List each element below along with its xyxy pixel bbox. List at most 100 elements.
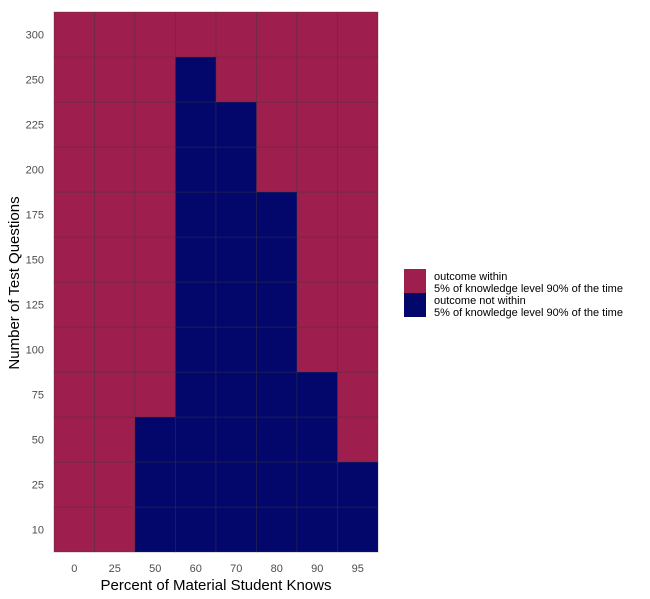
heatmap-cell-95-150 (337, 236, 379, 283)
heatmap-cell-0-75 (53, 371, 95, 418)
heatmap-cell-95-75 (337, 371, 379, 418)
x-tick-label: 90 (311, 563, 323, 575)
heatmap-cell-0-100 (53, 326, 95, 373)
heatmap-cell-90-300 (296, 11, 338, 58)
heatmap-cell-95-300 (337, 11, 379, 58)
x-tick-label: 80 (271, 563, 283, 575)
heatmap-cell-0-200 (53, 146, 95, 193)
heatmap-cell-90-175 (296, 191, 338, 238)
heatmap-cell-25-125 (94, 281, 136, 328)
heatmap-cell-90-225 (296, 101, 338, 148)
heatmap-cell-80-300 (256, 11, 298, 58)
heatmap-cell-25-75 (94, 371, 136, 418)
heatmap-cell-80-250 (256, 56, 298, 103)
heatmap-cell-50-10 (134, 506, 176, 553)
y-tick-label: 25 (32, 480, 44, 492)
x-tick-label: 60 (190, 563, 202, 575)
y-axis-title: Number of Test Questions (6, 196, 23, 369)
x-tick-label: 25 (109, 563, 121, 575)
heatmap-cell-90-25 (296, 461, 338, 508)
heatmap-cell-70-10 (215, 506, 257, 553)
heatmap-cell-90-50 (296, 416, 338, 463)
heatmap-cell-95-100 (337, 326, 379, 373)
heatmap-cell-90-10 (296, 506, 338, 553)
heatmap-cell-25-150 (94, 236, 136, 283)
heatmap-cell-0-150 (53, 236, 95, 283)
y-tick-label: 175 (26, 210, 44, 222)
heatmap-cell-90-250 (296, 56, 338, 103)
heatmap-cell-25-100 (94, 326, 136, 373)
heatmap-cell-70-50 (215, 416, 257, 463)
heatmap-cell-50-250 (134, 56, 176, 103)
heatmap-cell-70-175 (215, 191, 257, 238)
legend: outcome within 5% of knowledge level 90% … (404, 269, 623, 319)
y-tick-label: 150 (26, 255, 44, 267)
heatmap-cell-50-225 (134, 101, 176, 148)
heatmap-cell-70-75 (215, 371, 257, 418)
heatmap-cell-95-25 (337, 461, 379, 508)
y-tick-label: 75 (32, 390, 44, 402)
heatmap-cell-60-75 (175, 371, 217, 418)
legend-label-line2: 5% of knowledge level 90% of the time (434, 307, 623, 319)
heatmap-cell-80-200 (256, 146, 298, 193)
heatmap-cell-60-200 (175, 146, 217, 193)
y-tick-label: 225 (26, 120, 44, 132)
heatmap-cell-0-175 (53, 191, 95, 238)
heatmap-cell-25-250 (94, 56, 136, 103)
legend-label-line1: outcome within (434, 271, 507, 283)
heatmap-cell-60-25 (175, 461, 217, 508)
heatmap-cell-90-125 (296, 281, 338, 328)
heatmap-cell-70-300 (215, 11, 257, 58)
legend-label-line1: outcome not within (434, 295, 526, 307)
heatmap-cell-0-125 (53, 281, 95, 328)
heatmap-cell-60-175 (175, 191, 217, 238)
heatmap-cell-25-225 (94, 101, 136, 148)
heatmap-cell-50-300 (134, 11, 176, 58)
heatmap-cell-90-200 (296, 146, 338, 193)
y-tick-label: 50 (32, 435, 44, 447)
heatmap-cell-90-150 (296, 236, 338, 283)
heatmap-cell-25-200 (94, 146, 136, 193)
heatmap-cell-25-25 (94, 461, 136, 508)
heatmap-cell-80-175 (256, 191, 298, 238)
legend-swatch-within (404, 269, 426, 293)
heatmap-cell-70-250 (215, 56, 257, 103)
heatmap-cell-0-250 (53, 56, 95, 103)
heatmap-cell-80-150 (256, 236, 298, 283)
axis-ticks: 0 25 50 60 70 80 90 95 10 25 50 75 100 125 150 175 200 22… (26, 30, 364, 576)
heatmap-cell-25-10 (94, 506, 136, 553)
heatmap-cell-0-50 (53, 416, 95, 463)
heatmap-cell-60-50 (175, 416, 217, 463)
heatmap-cell-70-25 (215, 461, 257, 508)
heatmap-cell-80-75 (256, 371, 298, 418)
heatmap-cell-60-150 (175, 236, 217, 283)
x-tick-label: 0 (71, 563, 77, 575)
heatmap-cell-90-75 (296, 371, 338, 418)
y-tick-label: 125 (26, 300, 44, 312)
heatmap-cell-50-75 (134, 371, 176, 418)
heatmap-cells (53, 11, 379, 553)
heatmap-cell-80-225 (256, 101, 298, 148)
heatmap-cell-50-150 (134, 236, 176, 283)
heatmap-cell-95-175 (337, 191, 379, 238)
heatmap-cell-95-125 (337, 281, 379, 328)
heatmap-cell-60-225 (175, 101, 217, 148)
heatmap-cell-0-10 (53, 506, 95, 553)
y-tick-label: 250 (26, 75, 44, 87)
heatmap-cell-25-50 (94, 416, 136, 463)
heatmap-cell-50-175 (134, 191, 176, 238)
heatmap-cell-25-175 (94, 191, 136, 238)
heatmap-cell-80-100 (256, 326, 298, 373)
heatmap-cell-60-100 (175, 326, 217, 373)
heatmap-cell-0-225 (53, 101, 95, 148)
heatmap-cell-60-250 (175, 56, 217, 103)
heatmap-cell-70-125 (215, 281, 257, 328)
y-tick-label: 100 (26, 345, 44, 357)
heatmap-cell-70-225 (215, 101, 257, 148)
heatmap-cell-80-10 (256, 506, 298, 553)
heatmap-cell-95-50 (337, 416, 379, 463)
heatmap-cell-60-10 (175, 506, 217, 553)
heatmap-cell-80-125 (256, 281, 298, 328)
heatmap-cell-90-100 (296, 326, 338, 373)
heatmap-cell-95-225 (337, 101, 379, 148)
